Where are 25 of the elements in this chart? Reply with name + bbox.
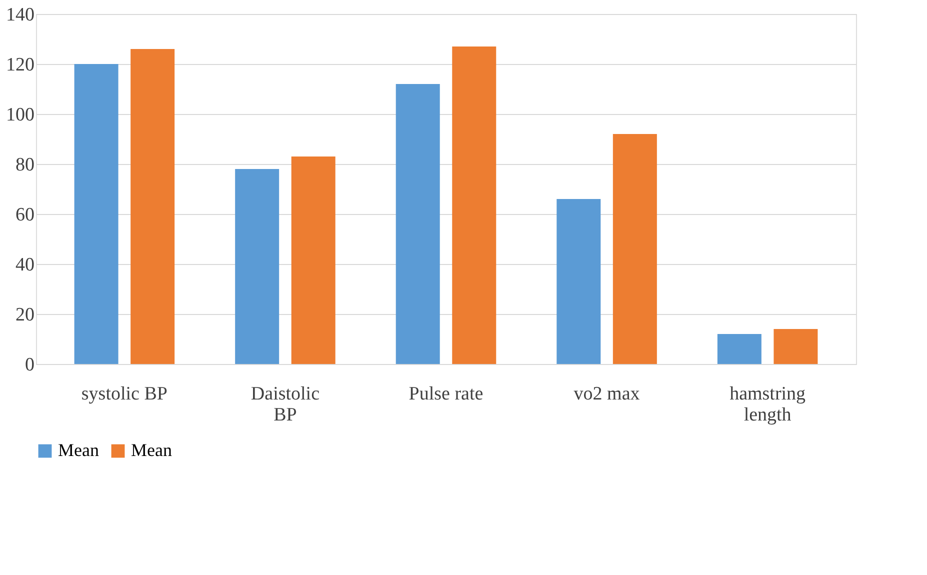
- bar: [291, 156, 336, 364]
- bar: [396, 84, 440, 364]
- y-tick-label: 40: [16, 254, 34, 276]
- y-tick-label: 80: [16, 154, 34, 176]
- legend-label: Mean: [131, 440, 172, 460]
- legend-label: Mean: [58, 440, 99, 460]
- x-tick-label: systolic BP: [81, 384, 168, 404]
- bar: [774, 329, 818, 364]
- x-tick-label: Pulse rate: [408, 384, 484, 404]
- x-tick-label: hamstring length: [730, 384, 806, 426]
- bar: [235, 169, 280, 364]
- y-tick-label: 140: [6, 4, 34, 26]
- bar: [717, 334, 762, 364]
- bar: [74, 64, 118, 364]
- bar: [130, 49, 175, 364]
- y-tick-label: 120: [6, 54, 34, 76]
- y-tick-label: 0: [25, 354, 34, 376]
- y-tick-label: 60: [16, 204, 34, 226]
- bar: [612, 134, 657, 364]
- x-tick-label: Daistolic BP: [250, 384, 320, 426]
- y-tick-label: 100: [6, 104, 34, 126]
- y-tick-label: 20: [16, 304, 34, 326]
- bar: [452, 46, 496, 364]
- x-tick-label: vo2 max: [574, 384, 640, 404]
- bar: [556, 199, 601, 364]
